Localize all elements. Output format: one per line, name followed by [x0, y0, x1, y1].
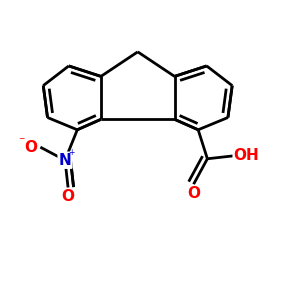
Text: O: O	[24, 140, 37, 155]
Text: OH: OH	[234, 148, 260, 163]
Text: N: N	[58, 153, 71, 168]
Text: $^+$: $^+$	[67, 148, 76, 158]
Text: O: O	[61, 189, 75, 204]
Text: $^-$: $^-$	[17, 136, 26, 146]
Text: O: O	[187, 186, 200, 201]
